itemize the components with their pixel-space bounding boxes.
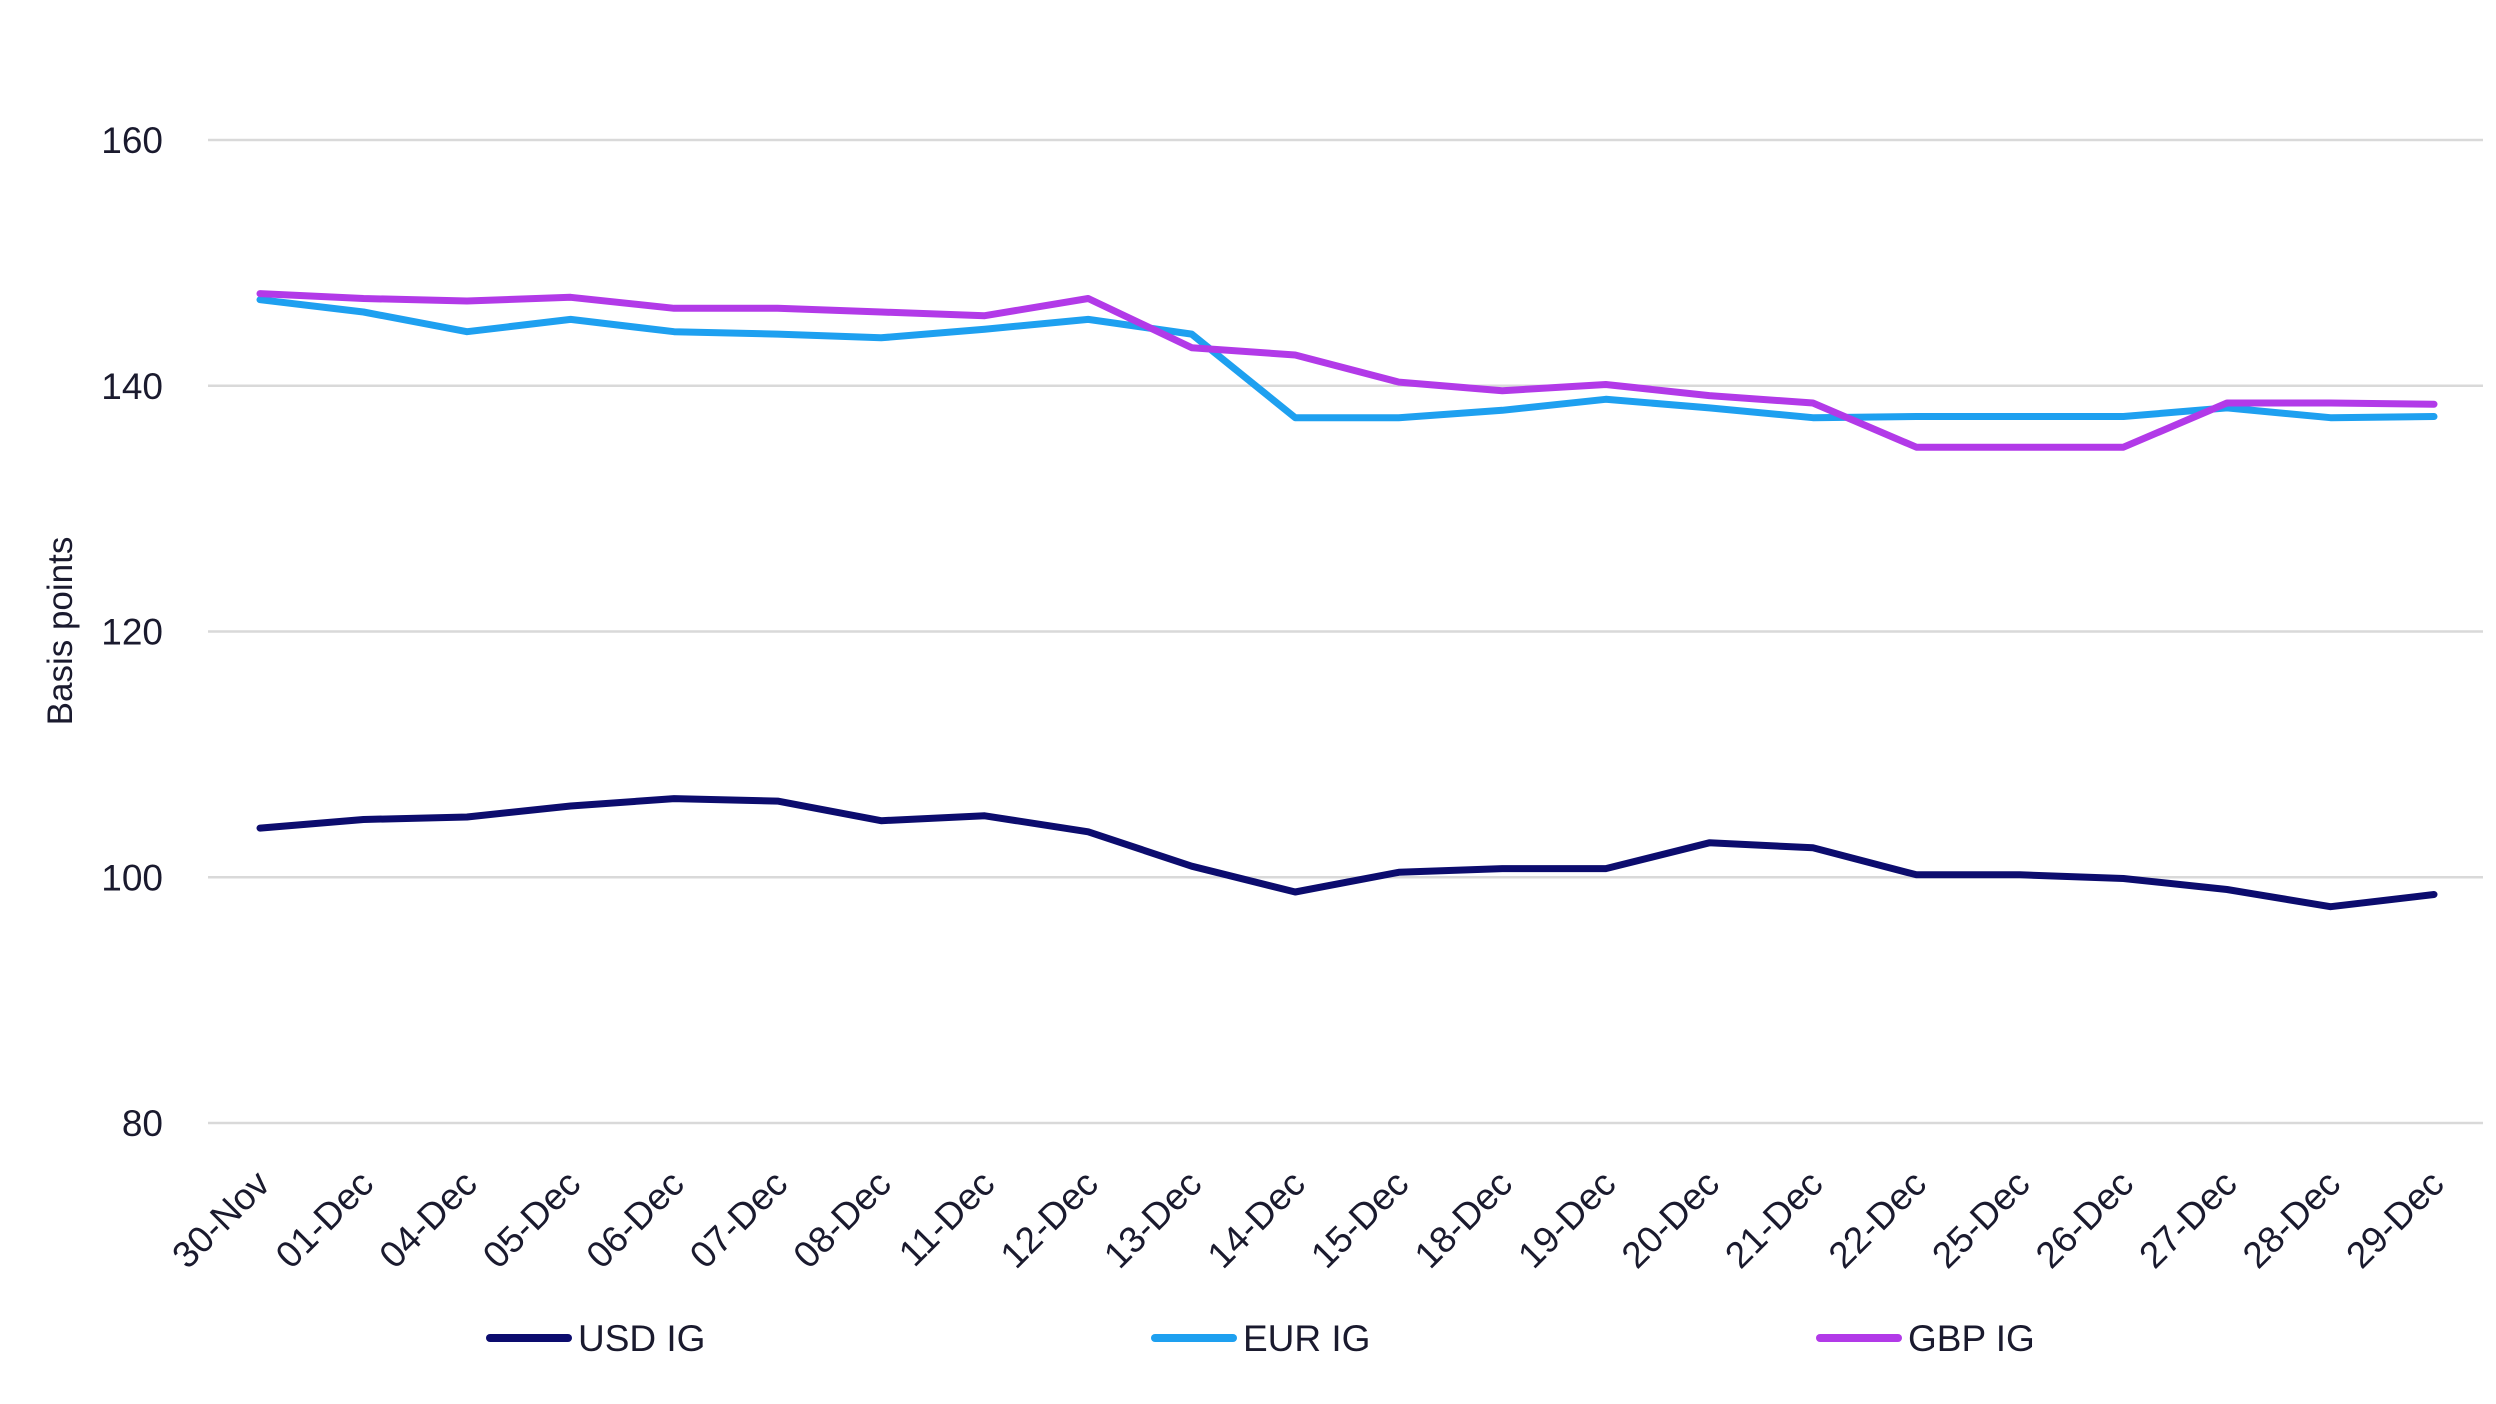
- x-tick-label: 06-Dec: [578, 1163, 691, 1276]
- x-tick-label: 15-Dec: [1303, 1163, 1416, 1276]
- x-tick-label: 21-Dec: [1717, 1163, 1830, 1276]
- x-tick-label: 19-Dec: [1510, 1163, 1623, 1276]
- x-tick-label: 22-Dec: [1821, 1163, 1934, 1276]
- series-lines: [256, 290, 2438, 911]
- x-tick-label: 11-Dec: [891, 1163, 1002, 1274]
- x-tick-label: 01-Dec: [268, 1163, 381, 1276]
- y-axis-title: Basis points: [41, 537, 80, 726]
- x-tick-label: 13-Dec: [1096, 1163, 1209, 1276]
- x-tick-label: 12-Dec: [993, 1163, 1106, 1276]
- x-tick-label: 20-Dec: [1614, 1163, 1727, 1276]
- x-tick-label: 07-Dec: [682, 1163, 795, 1276]
- x-tick-label: 04-Dec: [371, 1163, 484, 1276]
- x-axis-tick-labels: 30-Nov01-Dec04-Dec05-Dec06-Dec07-Dec08-D…: [164, 1162, 2451, 1276]
- x-tick-label: 14-Dec: [1200, 1163, 1313, 1276]
- y-axis-tick-labels: 80 100 120 140 160: [101, 120, 163, 1144]
- y-tick-label: 140: [101, 366, 163, 407]
- legend-label: GBP IG: [1908, 1318, 2035, 1359]
- y-tick-label: 80: [122, 1103, 163, 1144]
- x-tick-label: 30-Nov: [164, 1162, 278, 1276]
- x-tick-label: 08-Dec: [785, 1163, 898, 1276]
- gridlines: [208, 138, 2483, 1125]
- x-tick-label: 26-Dec: [2028, 1163, 2141, 1276]
- y-tick-label: 160: [101, 120, 163, 161]
- x-tick-label: 28-Dec: [2235, 1163, 2348, 1276]
- legend-label: USD IG: [578, 1318, 705, 1359]
- y-tick-label: 120: [101, 612, 163, 653]
- x-tick-label: 18-Dec: [1407, 1163, 1520, 1276]
- series-line-usd-ig: [256, 795, 2438, 911]
- series-line-eur-ig: [256, 296, 2438, 422]
- x-tick-label: 25-Dec: [1924, 1163, 2037, 1276]
- y-tick-label: 100: [101, 857, 163, 898]
- x-tick-label: 27-Dec: [2131, 1163, 2244, 1276]
- series-line-gbp-ig: [256, 290, 2438, 451]
- x-tick-label: 29-Dec: [2338, 1163, 2451, 1276]
- legend: USD IG EUR IG GBP IG: [486, 1318, 2035, 1359]
- x-tick-label: 05-Dec: [475, 1163, 588, 1276]
- legend-label: EUR IG: [1243, 1318, 1370, 1359]
